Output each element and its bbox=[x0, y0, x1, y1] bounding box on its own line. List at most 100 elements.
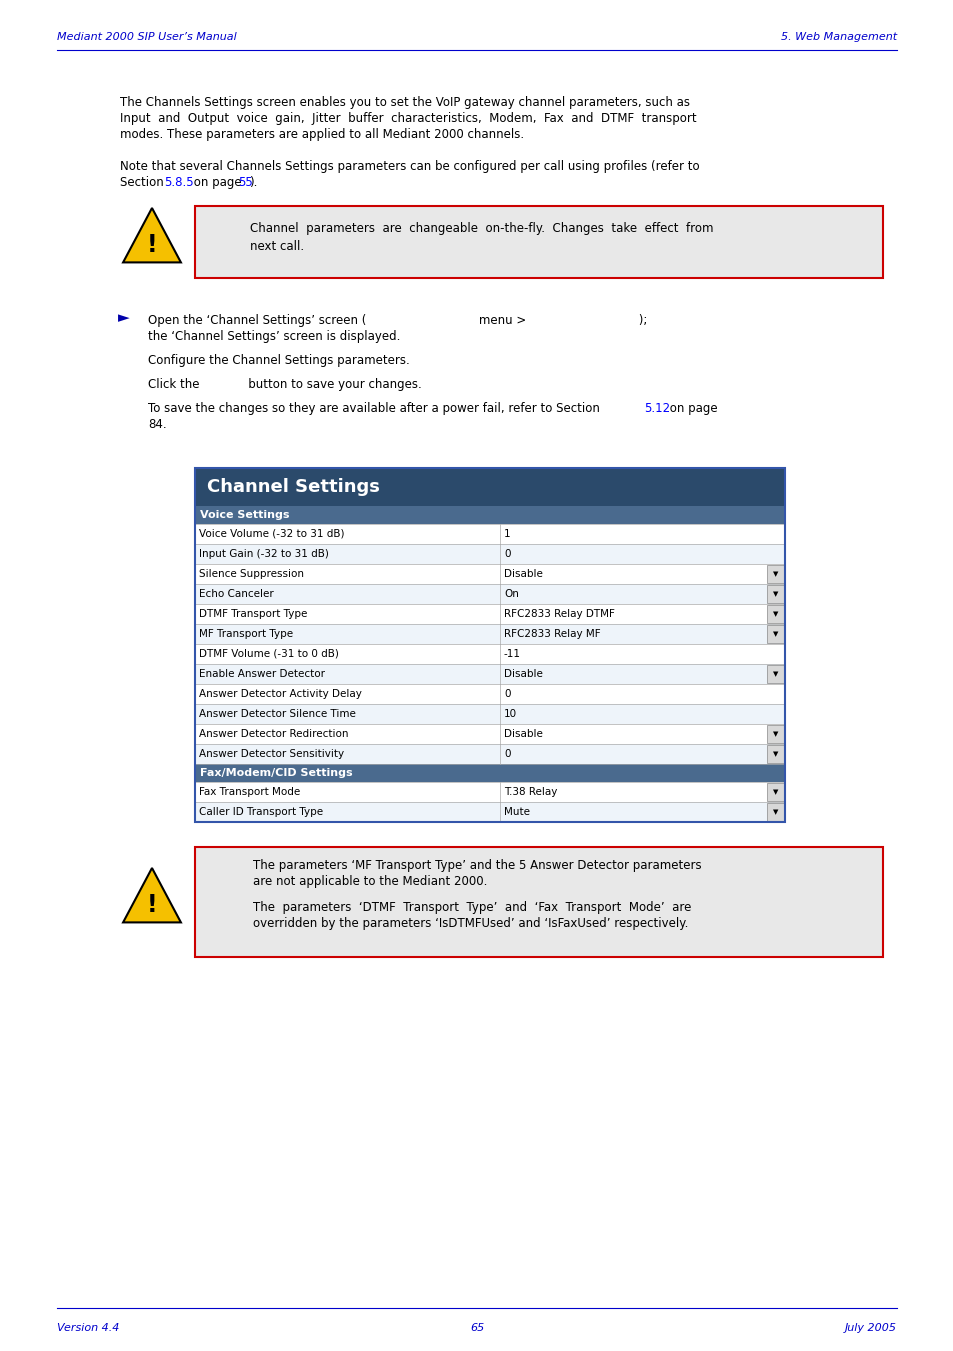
Text: !: ! bbox=[147, 234, 157, 258]
Text: ▼: ▼ bbox=[773, 671, 778, 677]
Text: On: On bbox=[503, 589, 518, 598]
Text: 1: 1 bbox=[503, 530, 510, 539]
Text: 55: 55 bbox=[237, 176, 253, 189]
Bar bbox=[766, 565, 784, 584]
Text: ).: ). bbox=[249, 176, 257, 189]
Text: DTMF Volume (-31 to 0 dB): DTMF Volume (-31 to 0 dB) bbox=[199, 648, 338, 659]
Text: To save the changes so they are available after a power fail, refer to Section: To save the changes so they are availabl… bbox=[148, 403, 603, 415]
Text: Disable: Disable bbox=[503, 669, 542, 680]
Text: MF Transport Type: MF Transport Type bbox=[199, 630, 293, 639]
Text: 5.12: 5.12 bbox=[643, 403, 669, 415]
Bar bbox=[194, 524, 784, 544]
Text: Input Gain (-32 to 31 dB): Input Gain (-32 to 31 dB) bbox=[199, 549, 329, 559]
Text: Mute: Mute bbox=[503, 807, 530, 817]
Text: ▼: ▼ bbox=[773, 571, 778, 577]
Bar bbox=[194, 724, 784, 744]
Text: Channel Settings: Channel Settings bbox=[207, 478, 379, 496]
Text: Click the             button to save your changes.: Click the button to save your changes. bbox=[148, 378, 421, 390]
Text: July 2005: July 2005 bbox=[844, 1323, 896, 1333]
Text: Section: Section bbox=[120, 176, 168, 189]
Text: ►: ► bbox=[118, 309, 130, 326]
Text: The parameters ‘MF Transport Type’ and the 5 Answer Detector parameters: The parameters ‘MF Transport Type’ and t… bbox=[253, 859, 700, 871]
Bar bbox=[194, 584, 784, 604]
Bar bbox=[766, 626, 784, 643]
Bar bbox=[766, 585, 784, 603]
Text: Mediant 2000 SIP User’s Manual: Mediant 2000 SIP User’s Manual bbox=[57, 32, 236, 42]
Bar bbox=[194, 467, 784, 821]
Text: Open the ‘Channel Settings’ screen (                              menu >        : Open the ‘Channel Settings’ screen ( men… bbox=[148, 313, 647, 327]
Text: RFC2833 Relay MF: RFC2833 Relay MF bbox=[503, 630, 600, 639]
Text: Voice Settings: Voice Settings bbox=[200, 509, 289, 520]
Text: Input  and  Output  voice  gain,  Jitter  buffer  characteristics,  Modem,  Fax : Input and Output voice gain, Jitter buff… bbox=[120, 112, 696, 126]
Bar bbox=[194, 704, 784, 724]
Text: Note that several Channels Settings parameters can be configured per call using : Note that several Channels Settings para… bbox=[120, 159, 699, 173]
Text: RFC2833 Relay DTMF: RFC2833 Relay DTMF bbox=[503, 609, 615, 619]
Text: T.38 Relay: T.38 Relay bbox=[503, 788, 557, 797]
Text: Echo Canceler: Echo Canceler bbox=[199, 589, 274, 598]
Text: Fax/Modem/CID Settings: Fax/Modem/CID Settings bbox=[200, 767, 353, 778]
Text: Version 4.4: Version 4.4 bbox=[57, 1323, 119, 1333]
Text: Answer Detector Activity Delay: Answer Detector Activity Delay bbox=[199, 689, 361, 698]
Text: 10: 10 bbox=[503, 709, 517, 719]
Text: Configure the Channel Settings parameters.: Configure the Channel Settings parameter… bbox=[148, 354, 410, 367]
Bar bbox=[194, 684, 784, 704]
Text: modes. These parameters are applied to all Mediant 2000 channels.: modes. These parameters are applied to a… bbox=[120, 128, 523, 141]
Bar bbox=[194, 782, 784, 802]
Text: ▼: ▼ bbox=[773, 590, 778, 597]
Text: overridden by the parameters ‘IsDTMFUsed’ and ‘IsFaxUsed’ respectively.: overridden by the parameters ‘IsDTMFUsed… bbox=[253, 917, 688, 929]
Text: Voice Volume (-32 to 31 dB): Voice Volume (-32 to 31 dB) bbox=[199, 530, 344, 539]
Text: 84.: 84. bbox=[148, 417, 167, 431]
Text: Disable: Disable bbox=[503, 730, 542, 739]
Bar bbox=[194, 507, 784, 524]
Text: ▼: ▼ bbox=[773, 809, 778, 815]
Text: DTMF Transport Type: DTMF Transport Type bbox=[199, 609, 307, 619]
Text: on page: on page bbox=[665, 403, 717, 415]
Text: 65: 65 bbox=[470, 1323, 483, 1333]
Bar bbox=[194, 563, 784, 584]
Bar bbox=[194, 467, 784, 507]
Text: ▼: ▼ bbox=[773, 751, 778, 757]
Bar bbox=[194, 802, 784, 821]
Text: The  parameters  ‘DTMF  Transport  Type’  and  ‘Fax  Transport  Mode’  are: The parameters ‘DTMF Transport Type’ and… bbox=[253, 901, 691, 915]
Bar bbox=[194, 624, 784, 644]
Text: 5.8.5: 5.8.5 bbox=[164, 176, 193, 189]
Bar bbox=[194, 663, 784, 684]
Text: are not applicable to the Mediant 2000.: are not applicable to the Mediant 2000. bbox=[253, 875, 487, 888]
Polygon shape bbox=[123, 208, 181, 262]
Text: Answer Detector Silence Time: Answer Detector Silence Time bbox=[199, 709, 355, 719]
Bar bbox=[766, 802, 784, 821]
Text: 0: 0 bbox=[503, 689, 510, 698]
Bar bbox=[194, 205, 882, 278]
Bar bbox=[766, 665, 784, 684]
Bar bbox=[194, 544, 784, 563]
Text: Fax Transport Mode: Fax Transport Mode bbox=[199, 788, 300, 797]
Bar bbox=[194, 604, 784, 624]
Text: 0: 0 bbox=[503, 549, 510, 559]
Text: 5. Web Management: 5. Web Management bbox=[781, 32, 896, 42]
Text: next call.: next call. bbox=[250, 240, 304, 253]
Text: The Channels Settings screen enables you to set the VoIP gateway channel paramet: The Channels Settings screen enables you… bbox=[120, 96, 689, 109]
Bar bbox=[194, 847, 882, 957]
Text: -11: -11 bbox=[503, 648, 520, 659]
Text: Caller ID Transport Type: Caller ID Transport Type bbox=[199, 807, 323, 817]
Text: ▼: ▼ bbox=[773, 789, 778, 794]
Text: on page: on page bbox=[190, 176, 245, 189]
Bar bbox=[194, 744, 784, 765]
Text: Answer Detector Sensitivity: Answer Detector Sensitivity bbox=[199, 748, 344, 759]
Text: Silence Suppression: Silence Suppression bbox=[199, 569, 304, 580]
Text: 0: 0 bbox=[503, 748, 510, 759]
Text: ▼: ▼ bbox=[773, 611, 778, 617]
Text: the ‘Channel Settings’ screen is displayed.: the ‘Channel Settings’ screen is display… bbox=[148, 330, 400, 343]
Text: ▼: ▼ bbox=[773, 631, 778, 638]
Polygon shape bbox=[123, 867, 181, 923]
Text: ▼: ▼ bbox=[773, 731, 778, 738]
Bar bbox=[766, 725, 784, 743]
Text: Answer Detector Redirection: Answer Detector Redirection bbox=[199, 730, 348, 739]
Text: Channel  parameters  are  changeable  on-the-fly.  Changes  take  effect  from: Channel parameters are changeable on-the… bbox=[250, 222, 713, 235]
Bar bbox=[766, 784, 784, 801]
Bar bbox=[194, 765, 784, 782]
Bar bbox=[766, 605, 784, 623]
Bar bbox=[194, 644, 784, 663]
Text: Disable: Disable bbox=[503, 569, 542, 580]
Text: !: ! bbox=[147, 893, 157, 917]
